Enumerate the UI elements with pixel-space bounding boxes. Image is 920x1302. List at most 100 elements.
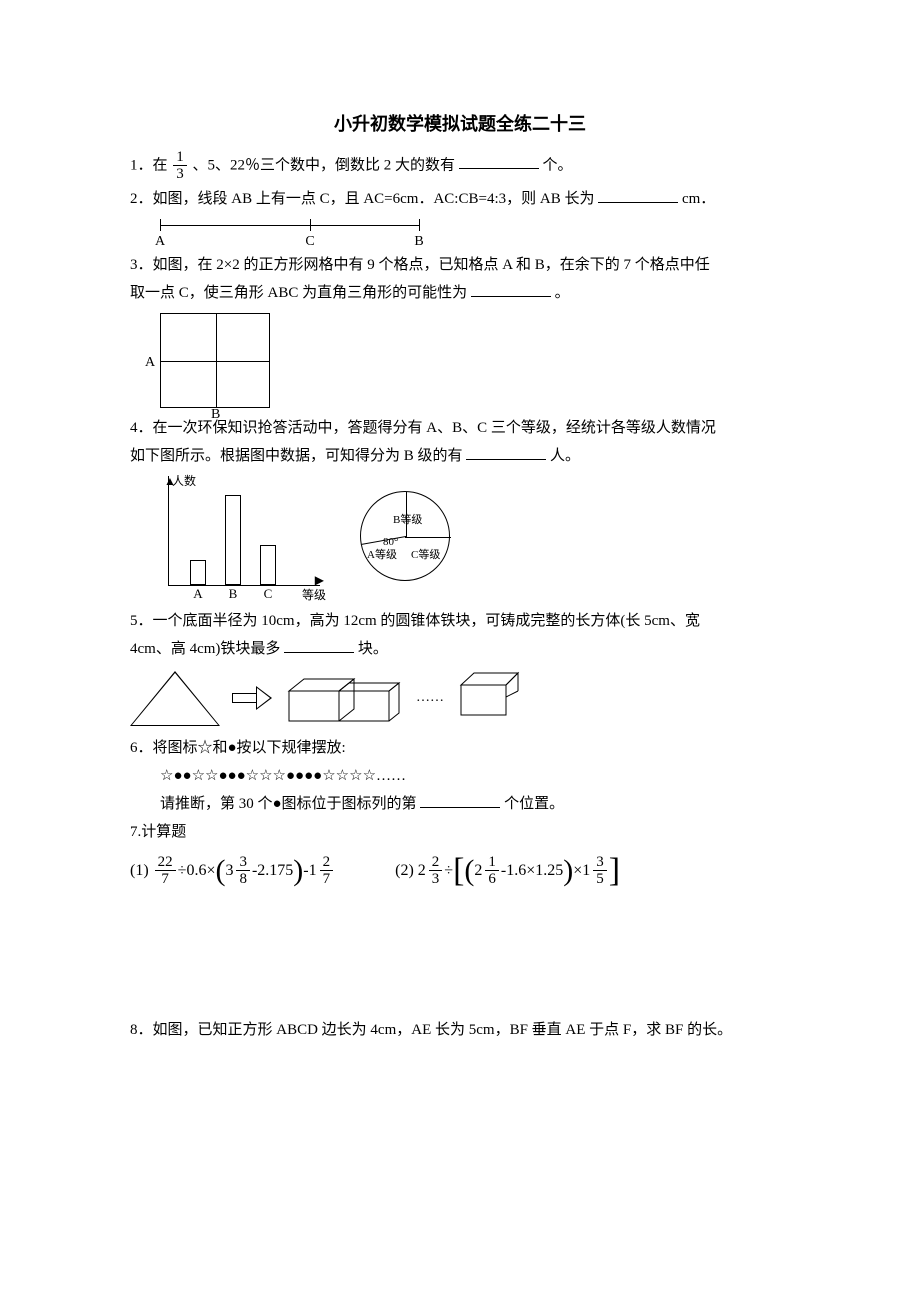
eq2-div: ÷ <box>444 858 453 884</box>
bar-label-c: C <box>264 584 273 605</box>
arrow-head <box>256 686 272 710</box>
eq2-mid: -1.6×1.25 <box>501 858 563 884</box>
eq2-bracket-l: [ <box>453 856 464 887</box>
question-6-line3: 请推断，第 30 个●图标位于图标列的第 个位置。 <box>160 792 790 816</box>
pie-line-2 <box>406 537 451 538</box>
eq2-paren-l: ( <box>464 857 474 884</box>
tick-a <box>160 219 161 231</box>
pie-label-b: B等级 <box>393 512 422 530</box>
bar-label-b: B <box>229 584 238 605</box>
question-4-line1: 4．在一次环保知识抢答活动中，答题得分有 A、B、C 三个等级，经统计各等级人数… <box>130 416 790 440</box>
eq1-tail-frac: 2 7 <box>320 854 334 888</box>
line-segment: A C B <box>160 217 420 247</box>
q6-blank[interactable] <box>420 793 500 808</box>
q2-suf: cm． <box>682 191 715 207</box>
tick-b <box>419 219 420 231</box>
bar-b <box>225 495 241 585</box>
q4-figures: ▲ ▶ 人数 等级 A B C B等级 80° A等级 C等级 <box>150 476 790 601</box>
eq1-tail-num: 2 <box>320 854 334 872</box>
q5-l2-suf: 块。 <box>358 641 388 657</box>
eq1-div: ÷0.6× <box>178 858 216 884</box>
eq2-m1-frac: 2 3 <box>429 854 443 888</box>
cone-triangle-icon <box>130 671 220 726</box>
eq1-label: (1) <box>130 858 149 884</box>
eq1-m1-den: 8 <box>236 871 250 888</box>
q4-l2-pre: 如下图所示。根据图中数据，可知得分为 B 级的有 <box>130 448 463 464</box>
eq1-paren-l: ( <box>215 857 225 884</box>
q3-l2-pre: 取一点 C，使三角形 ABC 为直角三角形的可能性为 <box>130 285 467 301</box>
eq1-m1-frac: 3 8 <box>236 854 250 888</box>
x-axis-label: 等级 <box>302 586 326 605</box>
question-2: 2．如图，线段 AB 上有一点 C，且 AC=6cm．AC:CB=4:3，则 A… <box>130 187 790 211</box>
eq2-m2-frac: 1 6 <box>485 854 499 888</box>
q6-l3-pre: 请推断，第 30 个●图标位于图标列的第 <box>160 796 417 812</box>
eq2-m1-num: 2 <box>429 854 443 872</box>
eq1-tail-den: 7 <box>320 871 334 888</box>
q1-blank[interactable] <box>459 154 539 169</box>
q5-blank[interactable] <box>284 638 354 653</box>
bar-c <box>260 545 276 585</box>
eq1-m1-num: 3 <box>236 854 250 872</box>
eq1-minus: -2.175 <box>252 858 293 884</box>
eq2-m2-whole: 2 <box>474 858 482 884</box>
eq2-m1: 2 2 3 <box>418 854 445 888</box>
eq1-m1: 3 3 8 <box>225 854 252 888</box>
q1-frac-den: 3 <box>173 166 187 183</box>
q3-l2-suf: 。 <box>555 285 570 301</box>
q2-figure: A C B <box>160 217 790 247</box>
eq2-m2: 2 1 6 <box>474 854 501 888</box>
bar-label-a: A <box>193 584 202 605</box>
eq-1: (1) 22 7 ÷0.6× ( 3 3 8 -2.175 ) - 1 2 <box>130 854 335 888</box>
q6-l3-suf: 个位置。 <box>504 796 564 812</box>
question-4-line2: 如下图所示。根据图中数据，可知得分为 B 级的有 人。 <box>130 444 790 468</box>
eq1-f1-num: 22 <box>155 854 176 872</box>
q1-frac-num: 1 <box>173 149 187 167</box>
eq1-f1: 22 7 <box>155 854 176 888</box>
y-axis <box>168 476 169 586</box>
question-5-line1: 5．一个底面半径为 10cm，高为 12cm 的圆锥体铁块，可铸成完整的长方体(… <box>130 609 790 633</box>
q5-figures: …… <box>130 667 790 730</box>
eq2-label: (2) <box>395 858 414 884</box>
label-c: C <box>305 231 314 253</box>
tick-c <box>310 219 311 231</box>
page-title: 小升初数学模拟试题全练二十三 <box>130 110 790 139</box>
bar-a <box>190 560 206 585</box>
eq2-m3-num: 3 <box>593 854 607 872</box>
label-a: A <box>155 231 165 253</box>
y-axis-label: 人数 <box>172 472 196 491</box>
q3-blank[interactable] <box>471 282 551 297</box>
grid-hline <box>161 361 269 362</box>
eq2-m2-num: 1 <box>485 854 499 872</box>
q5-dots: …… <box>416 687 444 709</box>
q4-blank[interactable] <box>466 445 546 460</box>
eq2-m2-den: 6 <box>485 871 499 888</box>
q5-l2-pre: 4cm、高 4cm)铁块最多 <box>130 641 280 657</box>
q1-mid: 、5、22％三个数中，倒数比 2 大的数有 <box>193 157 456 173</box>
pie-chart: B等级 80° A等级 C等级 <box>360 491 450 581</box>
eq1-m1-whole: 3 <box>225 858 233 884</box>
q2-blank[interactable] <box>598 188 678 203</box>
q1-pre: 1．在 <box>130 157 168 173</box>
q4-l2-suf: 人。 <box>550 448 580 464</box>
eq2-m1-den: 3 <box>429 871 443 888</box>
question-7-title: 7.计算题 <box>130 820 790 844</box>
q1-frac: 1 3 <box>173 149 187 183</box>
eq1-tail-whole: 1 <box>309 858 317 884</box>
question-8: 8．如图，已知正方形 ABCD 边长为 4cm，AE 长为 5cm，BF 垂直 … <box>130 1018 790 1042</box>
question-1: 1．在 1 3 、5、22％三个数中，倒数比 2 大的数有 个。 <box>130 149 790 183</box>
page: 小升初数学模拟试题全练二十三 1．在 1 3 、5、22％三个数中，倒数比 2 … <box>0 0 920 1106</box>
q3-grid: A B <box>160 313 270 408</box>
seg-line <box>160 225 420 226</box>
arrow-icon <box>232 686 272 710</box>
x-axis <box>168 585 320 586</box>
q7-equations: (1) 22 7 ÷0.6× ( 3 3 8 -2.175 ) - 1 2 <box>130 854 790 888</box>
grid-label-b: B <box>211 404 220 426</box>
question-6-line1: 6．将图标☆和●按以下规律摆放: <box>130 736 790 760</box>
eq-2: (2) 2 2 3 ÷ [ ( 2 1 6 -1.6×1.25 ) × <box>395 854 620 888</box>
eq2-bracket-r: ] <box>609 856 620 887</box>
question-5-line2: 4cm、高 4cm)铁块最多 块。 <box>130 637 790 661</box>
bar-chart: ▲ ▶ 人数 等级 A B C <box>150 476 320 601</box>
cuboids-icon <box>284 671 404 726</box>
eq1-tail: 1 2 7 <box>309 854 336 888</box>
eq1-f1-den: 7 <box>155 871 176 888</box>
